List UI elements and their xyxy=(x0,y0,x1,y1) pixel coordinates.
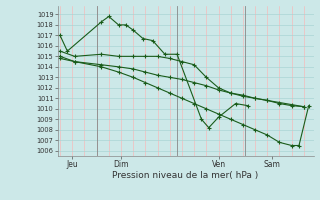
X-axis label: Pression niveau de la mer( hPa ): Pression niveau de la mer( hPa ) xyxy=(112,171,259,180)
